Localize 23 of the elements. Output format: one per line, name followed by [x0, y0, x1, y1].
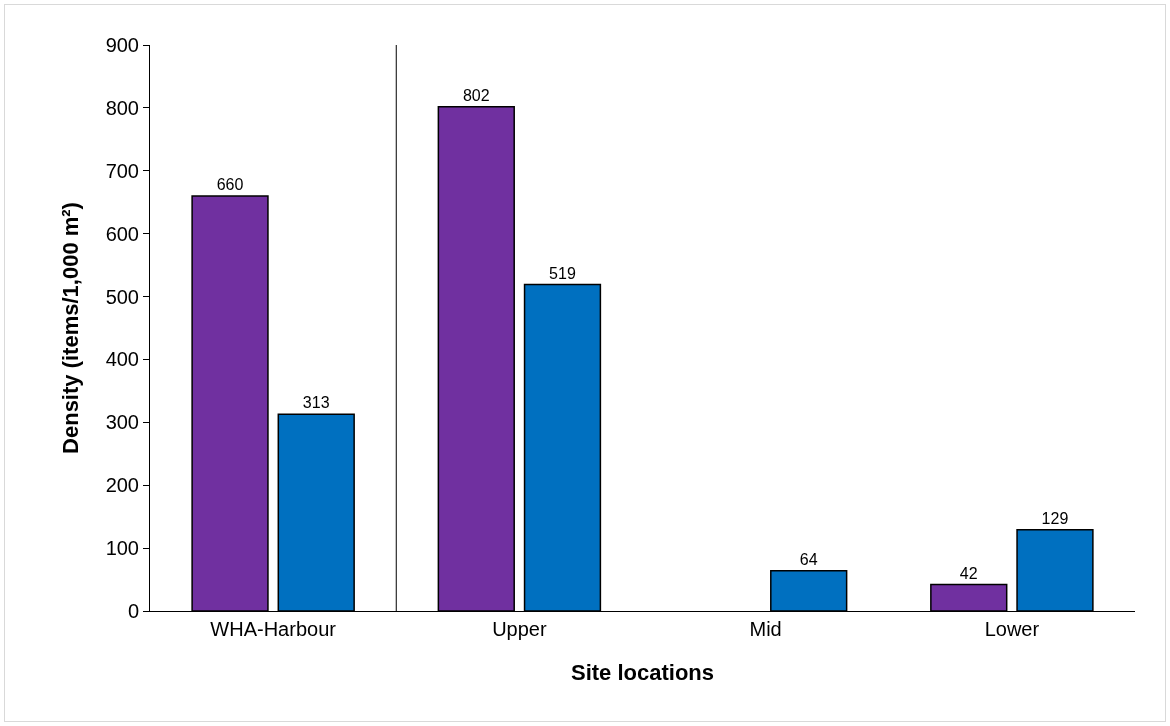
x-axis-title: Site locations [570, 659, 715, 685]
y-tick-label: 800 [105, 96, 139, 119]
y-tick-label: 600 [105, 222, 139, 245]
y-tick-label: 100 [105, 537, 139, 560]
data-label: 42 [959, 564, 978, 582]
y-tick-label: 200 [105, 474, 139, 497]
data-label: 313 [302, 394, 330, 412]
x-tick-label: WHA-Harbour [210, 618, 337, 640]
data-label: 519 [549, 264, 576, 282]
data-label: 660 [216, 175, 244, 193]
data-label: 129 [1041, 509, 1069, 527]
data-label: 64 [799, 550, 818, 568]
x-tick-label: Upper [492, 618, 547, 640]
data-label: 802 [462, 86, 490, 104]
y-tick-label: 900 [105, 34, 139, 56]
y-tick-label: 500 [105, 285, 139, 308]
y-tick-label: 700 [105, 159, 139, 182]
y-tick-label: 300 [105, 411, 139, 434]
x-tick-label: Mid [749, 618, 782, 640]
x-tick-label: Lower [984, 618, 1040, 640]
y-tick-label: 0 [127, 600, 139, 622]
y-tick-label: 400 [105, 348, 139, 371]
y-axis-title: Density (items/1,000 m²) [58, 202, 84, 454]
